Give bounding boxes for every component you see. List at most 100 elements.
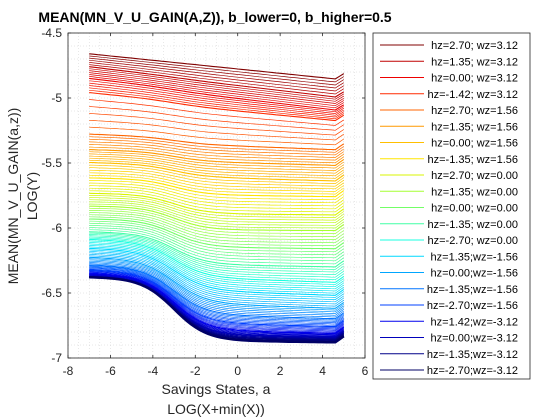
series-line-interpolated bbox=[89, 185, 345, 207]
series-line-interpolated bbox=[89, 80, 344, 113]
legend-label: hz=1.35; wz=3.12 bbox=[431, 56, 518, 68]
series-line-interpolated bbox=[89, 255, 345, 307]
series-line-interpolated bbox=[89, 259, 345, 313]
series-line-interpolated bbox=[89, 267, 345, 324]
series-line-interpolated bbox=[89, 268, 345, 326]
legend-label: hz=0.00;wz=-3.12 bbox=[431, 333, 518, 345]
series-line-interpolated bbox=[89, 203, 345, 229]
series-line bbox=[89, 66, 345, 98]
series-line-interpolated bbox=[89, 245, 345, 292]
series-line-interpolated bbox=[89, 266, 345, 322]
series-line-interpolated bbox=[89, 258, 345, 311]
series-line-interpolated bbox=[89, 272, 345, 332]
series-line-interpolated bbox=[89, 240, 345, 285]
series-line-interpolated bbox=[89, 246, 345, 294]
series-line bbox=[89, 238, 345, 283]
series-line-interpolated bbox=[89, 263, 345, 318]
series-line-interpolated bbox=[89, 64, 344, 95]
legend-label: hz=2.70; wz=1.56 bbox=[431, 105, 518, 117]
series-line bbox=[89, 177, 345, 198]
series-line-interpolated bbox=[89, 262, 345, 316]
legend-box bbox=[372, 32, 531, 380]
legend-label: hz=1.35; wz=1.56 bbox=[431, 121, 518, 133]
series-line bbox=[89, 149, 345, 166]
legend-label: hz=0.00; wz=0.00 bbox=[431, 203, 518, 215]
series-line bbox=[89, 92, 345, 122]
legend-label: hz=-1.35;wz=-1.56 bbox=[427, 284, 518, 296]
series-line-interpolated bbox=[89, 232, 345, 270]
series-line-interpolated bbox=[89, 199, 345, 224]
series-line-interpolated bbox=[89, 155, 345, 174]
y-tick-label: -4.5 bbox=[41, 26, 62, 40]
series-line-interpolated bbox=[89, 272, 345, 333]
series-line-interpolated bbox=[89, 237, 345, 281]
x-tick-label: 4 bbox=[319, 364, 326, 378]
series-line-interpolated bbox=[89, 197, 345, 221]
legend-label: hz=1.35; wz=0.00 bbox=[431, 186, 518, 198]
series-line-interpolated bbox=[89, 234, 345, 273]
series-lines bbox=[89, 53, 345, 344]
x-tick-label: 6 bbox=[362, 364, 369, 378]
series-line-interpolated bbox=[89, 274, 345, 336]
series-line-interpolated bbox=[89, 190, 345, 213]
series-line-interpolated bbox=[89, 172, 345, 192]
series-line-interpolated bbox=[89, 82, 344, 114]
series-line-interpolated bbox=[89, 68, 344, 100]
series-line bbox=[89, 218, 345, 250]
series-line-interpolated bbox=[89, 253, 345, 305]
legend-label: hz=-1.35; wz=1.56 bbox=[427, 154, 518, 166]
x-tick-label: -4 bbox=[148, 364, 159, 378]
series-line-interpolated bbox=[89, 55, 344, 83]
series-line-interpolated bbox=[89, 271, 345, 331]
series-line-interpolated bbox=[89, 89, 344, 120]
y-axis-ticks: -4.5 -5 -5.5 -6 -6.5 -7 bbox=[41, 26, 365, 365]
y-tick-label: -7 bbox=[51, 351, 62, 365]
series-line-interpolated bbox=[89, 59, 344, 89]
series-line-interpolated bbox=[89, 153, 345, 171]
series-line-interpolated bbox=[89, 144, 345, 161]
x-tick-label: 2 bbox=[277, 364, 284, 378]
series-line-interpolated bbox=[89, 146, 345, 164]
series-line-interpolated bbox=[89, 187, 345, 210]
series-line-interpolated bbox=[89, 270, 345, 330]
series-line-interpolated bbox=[89, 210, 345, 237]
series-line-interpolated bbox=[89, 169, 345, 190]
series-line bbox=[89, 247, 345, 296]
series-line-interpolated bbox=[89, 167, 345, 187]
series-line-interpolated bbox=[89, 76, 344, 109]
series-line-interpolated bbox=[89, 195, 345, 218]
series-line-interpolated bbox=[89, 106, 344, 131]
x-axis-label-line2: LOG(X+min(X)) bbox=[167, 401, 265, 417]
legend-label: hz=0.00; wz=1.56 bbox=[431, 138, 518, 150]
x-tick-label: -2 bbox=[190, 364, 201, 378]
series-line-bottom bbox=[89, 275, 345, 344]
series-line-interpolated bbox=[89, 265, 345, 321]
series-line-interpolated bbox=[89, 113, 344, 136]
series-line-interpolated bbox=[89, 227, 345, 262]
series-line-interpolated bbox=[89, 87, 344, 118]
series-line-interpolated bbox=[89, 182, 345, 204]
y-axis-label-line1: MEAN(MN_V_U_GAIN(a,z)) bbox=[5, 108, 21, 285]
series-line-interpolated bbox=[89, 159, 345, 179]
series-line bbox=[89, 273, 345, 334]
series-line-interpolated bbox=[89, 57, 344, 86]
series-line-interpolated bbox=[89, 250, 345, 300]
y-axis-label: MEAN(MN_V_U_GAIN(a,z)) LOG(Y) bbox=[5, 108, 40, 285]
legend-label: hz=1.42;wz=-3.12 bbox=[431, 316, 518, 328]
plot-area: -8 -6 -4 -2 0 2 4 6 -4.5 -5 -5.5 -6 -6.5 -7 bbox=[41, 26, 368, 378]
y-tick-label: -5 bbox=[51, 91, 62, 105]
axes-box bbox=[67, 32, 366, 359]
x-axis-label-line1: Savings States, a bbox=[162, 381, 271, 397]
series-line-interpolated bbox=[89, 85, 344, 116]
legend-label: hz=2.70; wz=0.00 bbox=[431, 170, 518, 182]
series-line-interpolated bbox=[89, 252, 345, 303]
series-line-interpolated bbox=[89, 229, 345, 265]
x-tick-label: -8 bbox=[63, 364, 74, 378]
legend-label: hz=0.00;wz=-1.56 bbox=[431, 268, 518, 280]
legend-label: hz=0.00; wz=3.12 bbox=[431, 73, 518, 85]
series-line-interpolated bbox=[89, 151, 345, 169]
series-line-interpolated bbox=[89, 216, 345, 247]
series-line-interpolated bbox=[89, 225, 345, 259]
series-line-interpolated bbox=[89, 242, 345, 288]
